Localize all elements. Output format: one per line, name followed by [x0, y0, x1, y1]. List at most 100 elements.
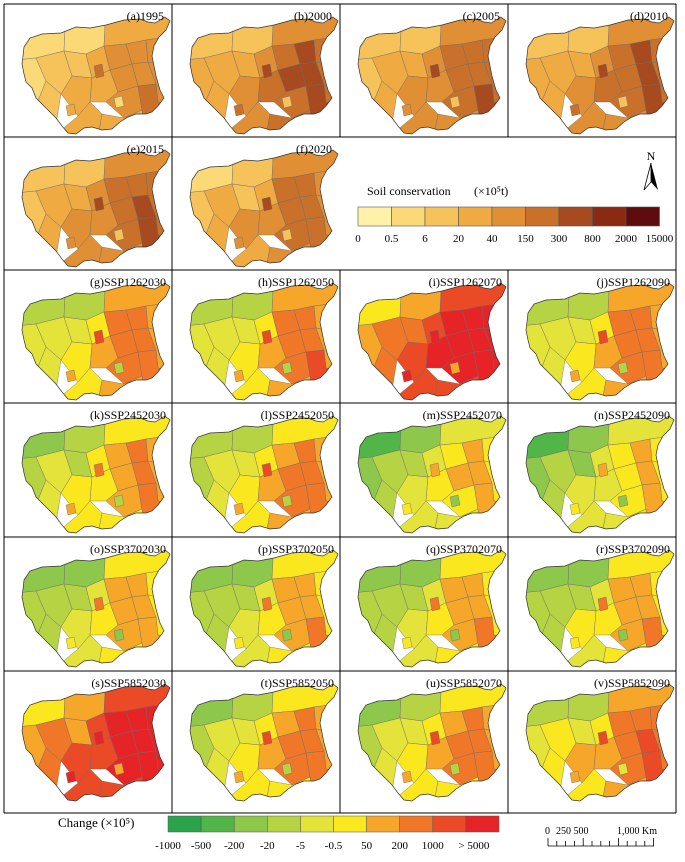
basin-region	[137, 482, 170, 533]
change-legend-title: Change (×10⁵)	[58, 815, 134, 830]
basin-region	[597, 596, 609, 612]
basin-region	[597, 730, 609, 746]
basin-region	[567, 17, 611, 55]
soil-swatch	[491, 206, 526, 227]
basin-region	[473, 482, 506, 533]
basin-region	[401, 369, 413, 383]
basin-outline	[525, 282, 675, 401]
basin-region	[305, 216, 338, 267]
panel-layer: (a)1995 (b)2000 (c)2005 (d)2010 (e)2015 (f)20…	[21, 9, 675, 802]
historical-map-2	[357, 16, 507, 135]
panel-label: (r)SSP3702090	[596, 542, 670, 556]
basin-region	[617, 494, 629, 508]
basin-region	[231, 150, 275, 188]
basin-regions	[190, 416, 338, 533]
panel-label: (i)SSP1262070	[429, 275, 502, 289]
soil-conservation-legend: Soil conservation (×10⁵t) 0 0.5 6 20 40 150 30…	[355, 184, 674, 245]
historical-map-1	[189, 16, 339, 135]
panel-frame-lines	[3, 3, 677, 814]
change-swatch	[366, 815, 400, 833]
change-break-label: 200	[391, 840, 408, 852]
basin-region	[399, 17, 443, 55]
historical-map-3	[525, 16, 675, 135]
basin-region	[401, 636, 413, 650]
basin-region	[641, 616, 674, 667]
basin-regions	[22, 283, 170, 400]
basin-regions	[358, 416, 506, 533]
basin-regions	[526, 416, 674, 533]
basin-region	[113, 95, 125, 109]
soil-legend-swatches	[357, 206, 660, 227]
basin-outline	[525, 16, 675, 135]
basin-regions	[190, 150, 338, 267]
panel-label: (c)2005	[463, 9, 500, 23]
basin-regions	[358, 550, 506, 667]
basin-region	[93, 63, 105, 79]
scenario-map-3	[525, 282, 675, 401]
basin-region	[113, 361, 125, 375]
basin-regions	[22, 17, 170, 134]
basin-region	[113, 228, 125, 242]
soil-swatch	[592, 206, 627, 227]
basin-region	[449, 361, 461, 375]
panel-label: (f)2020	[296, 142, 332, 156]
change-swatch	[300, 815, 334, 833]
north-arrow: N	[643, 149, 658, 191]
basin-region	[305, 349, 338, 400]
change-swatch	[200, 815, 235, 833]
soil-break-label: 800	[584, 233, 601, 245]
basin-region	[597, 462, 609, 478]
basin-regions	[190, 17, 338, 134]
basin-outline	[21, 149, 171, 268]
basin-outline	[357, 683, 507, 802]
north-arrow-half-dark	[651, 163, 658, 190]
basin-region	[281, 95, 293, 109]
basin-region	[473, 83, 506, 134]
change-break-label: 50	[361, 840, 373, 852]
change-swatch	[333, 815, 367, 833]
basin-region	[137, 83, 170, 134]
soil-swatch	[558, 206, 593, 227]
basin-outline	[21, 549, 171, 668]
basin-outline	[189, 282, 339, 401]
basin-region	[63, 150, 107, 188]
basin-outline	[21, 16, 171, 135]
change-legend-swatches	[167, 815, 500, 833]
basin-region	[641, 750, 674, 801]
basin-region	[449, 95, 461, 109]
basin-region	[401, 103, 413, 117]
basin-outline	[189, 16, 339, 135]
change-break-label: -5	[296, 840, 306, 852]
basin-region	[137, 349, 170, 400]
basin-region	[617, 361, 629, 375]
panel-label: (u)SSP5852070	[426, 676, 502, 690]
panel-label: (t)SSP5852050	[261, 676, 334, 690]
basin-region	[65, 770, 77, 784]
basin-regions	[190, 684, 338, 801]
basin-outline	[189, 415, 339, 534]
change-legend: Change (×10⁵) -1000 -500 -200 -20 -5 -0.5 50 20…	[58, 815, 500, 852]
change-break-label: -200	[224, 840, 245, 852]
soil-break-label: 40	[487, 233, 499, 245]
soil-break-label: 300	[551, 233, 568, 245]
scale-bar: 0 250 500 1,000 Km	[545, 826, 657, 847]
basin-regions	[526, 550, 674, 667]
basin-region	[113, 762, 125, 776]
change-swatch	[399, 815, 434, 833]
change-break-label: 1000	[422, 840, 445, 852]
basin-region	[261, 329, 273, 345]
basin-regions	[190, 283, 338, 400]
panel-label: (m)SSP2452070	[423, 408, 502, 422]
soil-break-label: 20	[453, 233, 465, 245]
basin-region	[93, 596, 105, 612]
basin-outline	[21, 282, 171, 401]
basin-region	[281, 361, 293, 375]
basin-region	[65, 236, 77, 250]
basin-region	[261, 63, 273, 79]
basin-region	[401, 770, 413, 784]
basin-region	[63, 17, 107, 55]
basin-region	[65, 369, 77, 383]
scenario-map-7	[525, 415, 675, 534]
basin-region	[473, 616, 506, 667]
